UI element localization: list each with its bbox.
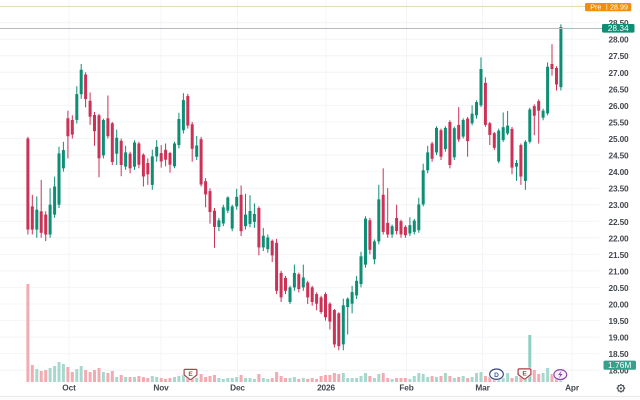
svg-text:26.50: 26.50: [609, 84, 630, 94]
svg-text:Pre: Pre: [590, 3, 601, 12]
svg-text:E: E: [522, 371, 527, 378]
svg-text:20.00: 20.00: [609, 300, 630, 310]
svg-text:25.50: 25.50: [609, 118, 630, 128]
svg-text:19.50: 19.50: [609, 316, 630, 326]
svg-text:18.00: 18.00: [609, 366, 630, 376]
svg-text:28.34: 28.34: [608, 23, 629, 33]
svg-text:E: E: [188, 371, 193, 378]
svg-text:20.50: 20.50: [609, 283, 630, 293]
svg-text:28.50: 28.50: [609, 18, 630, 28]
svg-text:27.00: 27.00: [609, 68, 630, 78]
svg-text:21.00: 21.00: [609, 266, 630, 276]
svg-text:21.50: 21.50: [609, 250, 630, 260]
svg-text:22.50: 22.50: [609, 217, 630, 227]
svg-text:19.00: 19.00: [609, 333, 630, 343]
svg-text:1.76M: 1.76M: [608, 360, 631, 370]
svg-text:28.99: 28.99: [610, 3, 628, 12]
svg-text:23.00: 23.00: [609, 200, 630, 210]
svg-text:24.50: 24.50: [609, 151, 630, 161]
svg-text:D: D: [494, 372, 499, 379]
svg-text:Nov: Nov: [153, 383, 169, 393]
svg-text:23.50: 23.50: [609, 184, 630, 194]
svg-text:18.50: 18.50: [609, 349, 630, 359]
svg-text:Apr: Apr: [565, 383, 580, 393]
svg-text:Oct: Oct: [62, 383, 76, 393]
svg-text:Feb: Feb: [399, 383, 413, 393]
svg-text:24.00: 24.00: [609, 167, 630, 177]
svg-text:Mar: Mar: [475, 383, 490, 393]
svg-text:2026: 2026: [317, 383, 335, 393]
svg-text:28.00: 28.00: [609, 35, 630, 45]
svg-text:22.00: 22.00: [609, 233, 630, 243]
svg-text:26.00: 26.00: [609, 101, 630, 111]
svg-text:25.00: 25.00: [609, 134, 630, 144]
svg-text:27.50: 27.50: [609, 51, 630, 61]
svg-text:Dec: Dec: [230, 383, 245, 393]
